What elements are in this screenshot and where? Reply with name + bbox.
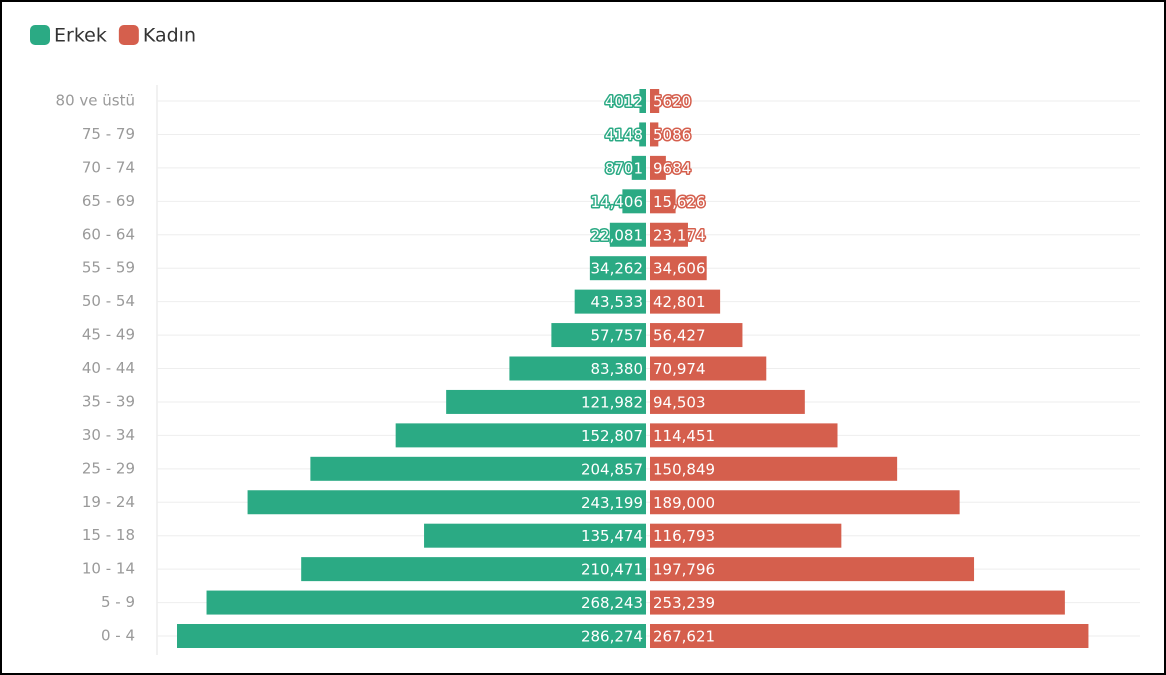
bar — [247, 490, 646, 515]
data-label: 189,000 — [653, 494, 715, 512]
bar — [650, 122, 659, 147]
bar — [310, 456, 646, 481]
bar — [650, 222, 688, 247]
y-tick-label: 65 - 69 — [82, 192, 135, 210]
data-label: 210,471 — [581, 561, 643, 579]
bar — [650, 423, 838, 448]
data-label: 152,807 — [581, 427, 643, 445]
bar — [622, 189, 646, 214]
bar — [650, 289, 721, 314]
bar — [650, 189, 676, 214]
bar — [650, 590, 1065, 615]
y-tick-label: 0 - 4 — [101, 627, 135, 645]
y-tick-label: 75 - 79 — [82, 125, 135, 143]
bar — [574, 289, 646, 314]
data-label: 43,533 — [591, 293, 644, 311]
bar — [551, 323, 646, 348]
bar — [589, 256, 646, 281]
bar — [650, 456, 898, 481]
data-label: 14,406 — [591, 193, 644, 211]
bar — [631, 155, 646, 180]
y-tick-label: 55 - 59 — [82, 259, 135, 277]
legend-swatch — [118, 25, 139, 45]
bar — [650, 389, 805, 414]
y-tick-label: 10 - 14 — [82, 560, 135, 578]
y-tick-label: 25 - 29 — [82, 459, 135, 477]
data-label: 42,801 — [653, 293, 706, 311]
y-tick-label: 19 - 24 — [82, 493, 135, 511]
bar — [650, 557, 975, 582]
data-label: 83,380 — [591, 360, 644, 378]
bar — [395, 423, 646, 448]
data-label: 253,239 — [653, 594, 715, 612]
data-label: 286,274 — [581, 628, 643, 646]
data-label: 56,427 — [653, 327, 706, 345]
y-tick-label: 80 ve üstü — [56, 92, 135, 110]
data-label: 57,757 — [591, 327, 644, 345]
data-label: 94,503 — [653, 393, 706, 411]
y-tick-label: 5 - 9 — [101, 593, 135, 611]
y-tick-label: 35 - 39 — [82, 392, 135, 410]
data-label: 34,262 — [591, 260, 644, 278]
bar — [177, 624, 646, 648]
bar — [650, 490, 960, 515]
bar — [650, 356, 767, 381]
bar — [650, 323, 743, 348]
bar — [650, 523, 842, 548]
data-label: 23,174 — [653, 226, 706, 244]
bar — [650, 624, 1089, 648]
bar — [206, 590, 646, 615]
data-label: 114,451 — [653, 427, 715, 445]
bar — [650, 89, 660, 113]
data-label: 9684 — [653, 159, 691, 177]
data-label: 204,857 — [581, 460, 643, 478]
data-label: 34,606 — [653, 260, 706, 278]
y-tick-label: 40 - 44 — [82, 359, 135, 377]
data-label: 5086 — [653, 126, 691, 144]
data-label: 243,199 — [581, 494, 643, 512]
bar — [446, 389, 646, 414]
bar — [650, 155, 666, 180]
data-label: 22,081 — [591, 226, 644, 244]
bar — [509, 356, 646, 381]
bar — [609, 222, 646, 247]
data-label: 135,474 — [581, 527, 643, 545]
y-tick-label: 60 - 64 — [82, 225, 135, 243]
data-label: 116,793 — [653, 527, 715, 545]
y-tick-label: 70 - 74 — [82, 158, 135, 176]
data-label: 150,849 — [653, 460, 715, 478]
y-tick-label: 30 - 34 — [82, 426, 135, 444]
bar — [650, 256, 707, 281]
data-label: 70,974 — [653, 360, 706, 378]
legend-label: Erkek — [54, 25, 107, 47]
data-label: 5620 — [653, 93, 691, 111]
data-label: 267,621 — [653, 628, 715, 646]
bar — [639, 122, 646, 147]
legend-swatch — [30, 25, 50, 45]
y-tick-label: 15 - 18 — [82, 526, 135, 544]
legend-label: Kadın — [143, 25, 196, 47]
y-tick-label: 50 - 54 — [82, 292, 135, 310]
data-label: 8701 — [605, 159, 643, 177]
bar — [301, 557, 646, 582]
data-label: 15,626 — [653, 193, 706, 211]
bar — [424, 523, 646, 548]
data-label: 197,796 — [653, 561, 715, 579]
y-tick-label: 45 - 49 — [82, 326, 135, 344]
data-label: 268,243 — [581, 594, 643, 612]
data-label: 4148 — [605, 126, 643, 144]
bar — [639, 89, 646, 113]
data-label: 4012 — [605, 93, 643, 111]
data-label: 121,982 — [581, 393, 643, 411]
